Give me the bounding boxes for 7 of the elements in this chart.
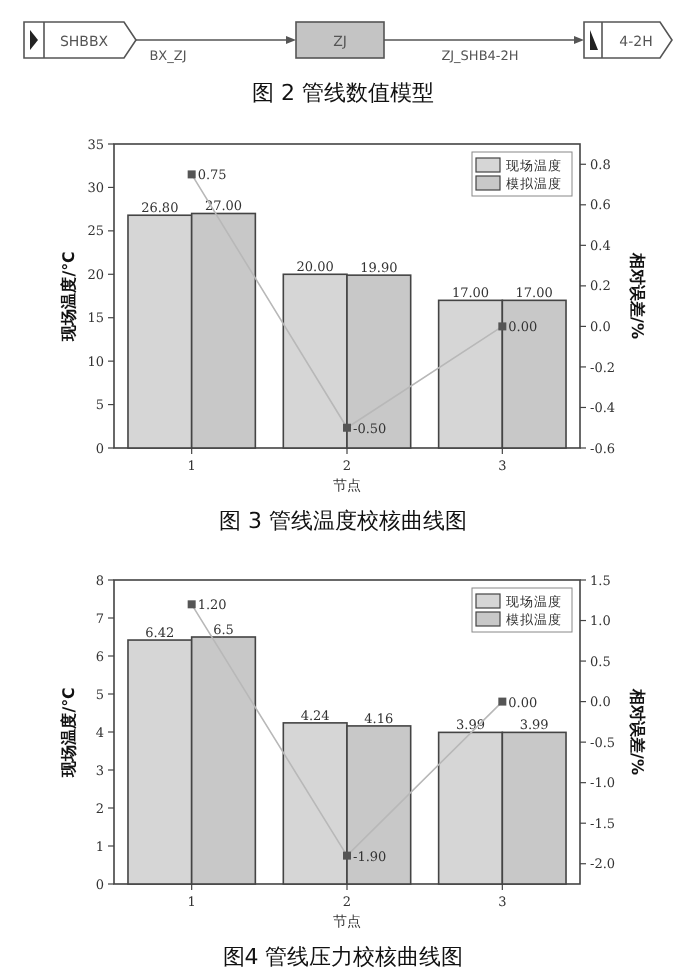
text: 图4 管线压力校核曲线图 — [222, 944, 464, 970]
y2-axis-title: 相对误差/% — [628, 251, 646, 339]
text: 图 2 管线数值模型 — [252, 80, 434, 106]
text: 图 3 管线温度校核曲线图 — [219, 508, 467, 534]
y-axis-title: 现场温度/℃ — [58, 686, 78, 779]
y2-axis-title: 相对误差/% — [628, 687, 646, 775]
y-axis-title: 现场温度/℃ — [58, 250, 78, 343]
